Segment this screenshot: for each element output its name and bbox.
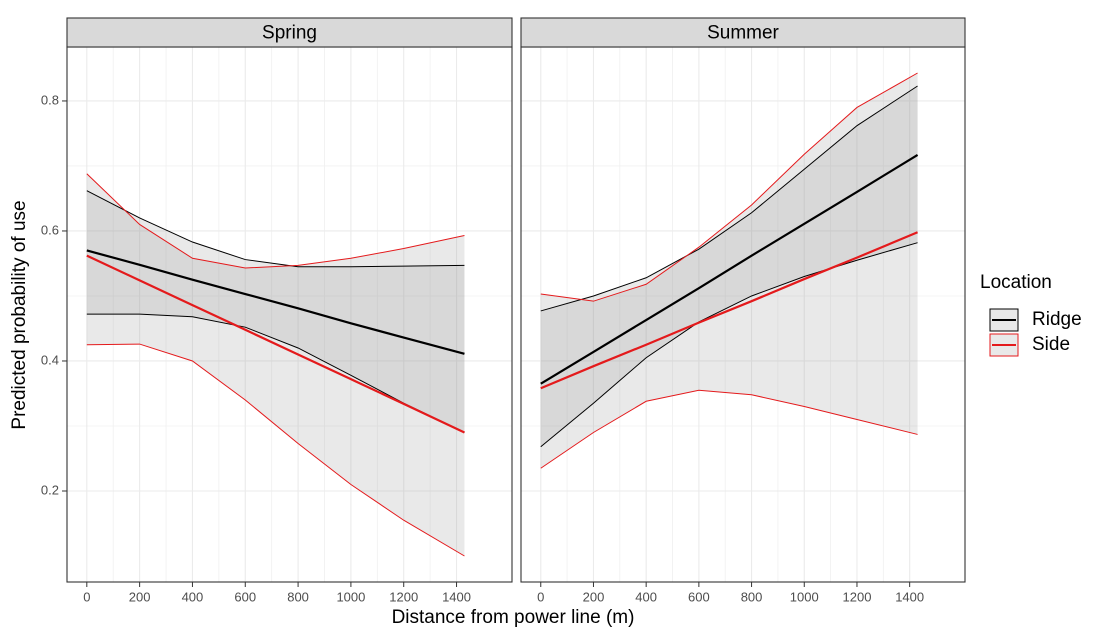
x-tick-label: 0 xyxy=(537,589,544,604)
y-tick-label: 0.6 xyxy=(41,222,59,237)
y-tick-label: 0.2 xyxy=(41,482,59,497)
band-edge xyxy=(540,72,918,302)
band-edge xyxy=(86,343,465,557)
panel-background xyxy=(521,47,965,582)
x-tick-label: 400 xyxy=(635,589,657,604)
fit-line xyxy=(540,231,918,390)
x-tick-label: 1000 xyxy=(336,589,365,604)
x-tick-label: 800 xyxy=(741,589,763,604)
y-tick-label: 0.4 xyxy=(41,352,59,367)
legend-label: Ridge xyxy=(1032,309,1082,330)
x-tick-label: 1400 xyxy=(895,589,924,604)
y-axis-title: Predicted probability of use xyxy=(9,200,30,429)
x-axis-title: Distance from power line (m) xyxy=(392,607,635,628)
band-edge xyxy=(540,389,918,469)
band-edge xyxy=(86,173,465,269)
x-tick-label: 1200 xyxy=(389,589,418,604)
strip xyxy=(520,17,966,48)
fit-line xyxy=(86,249,465,355)
confidence-band xyxy=(86,173,465,556)
fit-line xyxy=(86,254,465,434)
x-tick-label: 1200 xyxy=(843,589,872,604)
x-tick-label: 600 xyxy=(688,589,710,604)
x-tick-label: 0 xyxy=(83,589,90,604)
x-tick-label: 1400 xyxy=(442,589,471,604)
legend-label: Side xyxy=(1032,334,1070,355)
x-tick-label: 1000 xyxy=(790,589,819,604)
confidence-band xyxy=(540,86,918,447)
legend-title: Location xyxy=(980,272,1052,293)
fit-line xyxy=(540,153,919,385)
x-tick-label: 600 xyxy=(234,589,256,604)
band-edge xyxy=(540,242,918,448)
x-tick-label: 800 xyxy=(287,589,309,604)
strip-label: Spring xyxy=(262,23,317,44)
band-edge xyxy=(86,190,465,268)
panel: Spring 0 200 400 600 800 1000 1200 1400 xyxy=(66,17,513,604)
panel: Summer 0 200 400 600 800 1000 1200 1400 xyxy=(520,17,966,604)
band-edge xyxy=(540,85,918,312)
x-tick-label: 200 xyxy=(129,589,151,604)
y-tick-label: 0.8 xyxy=(41,92,59,107)
strip-label: Summer xyxy=(707,23,779,44)
x-tick-label: 200 xyxy=(583,589,605,604)
x-tick-label: 400 xyxy=(182,589,204,604)
strip xyxy=(66,17,513,48)
